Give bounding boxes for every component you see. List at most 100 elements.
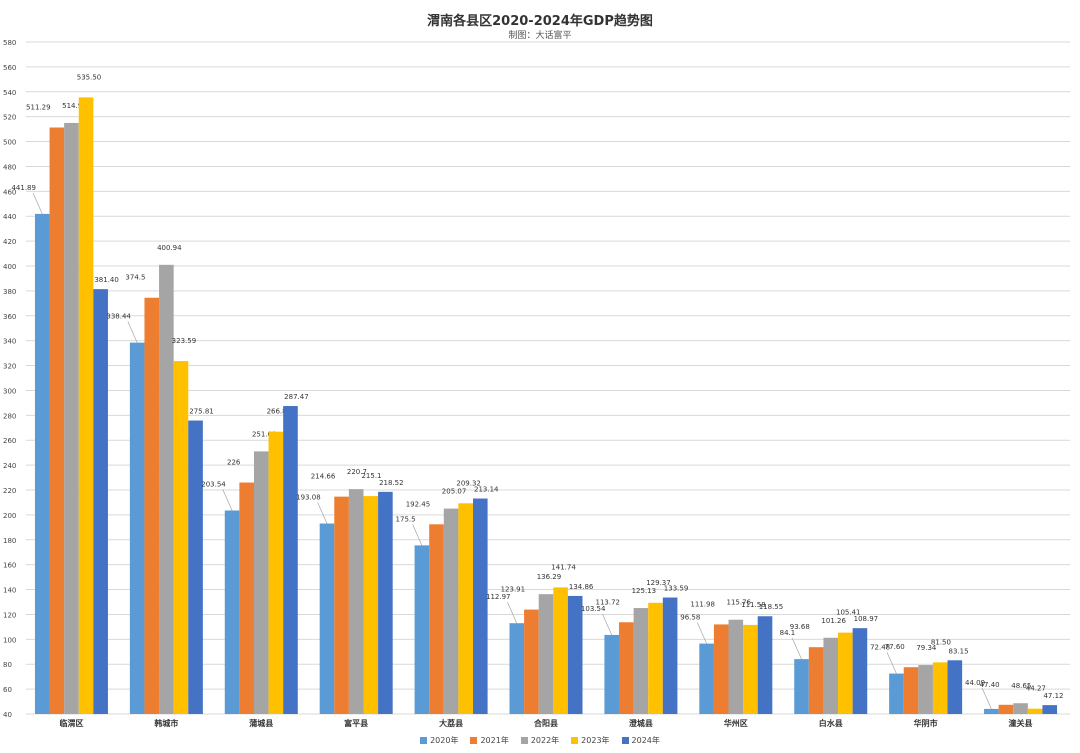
bar xyxy=(129,342,145,714)
bar xyxy=(1013,703,1028,714)
bar xyxy=(838,632,853,714)
bar xyxy=(429,524,444,714)
data-label: 77.60 xyxy=(885,643,905,651)
bar xyxy=(49,127,65,714)
y-tick-label: 340 xyxy=(3,338,16,346)
bar xyxy=(662,597,678,714)
bar xyxy=(472,498,488,714)
data-label: 103.54 xyxy=(581,605,606,613)
legend-swatch xyxy=(470,737,478,744)
data-label: 81.50 xyxy=(931,638,951,646)
y-tick-label: 580 xyxy=(3,39,16,47)
y-tick-label: 420 xyxy=(3,238,16,246)
data-label: 112.97 xyxy=(486,593,511,601)
bar xyxy=(903,667,919,714)
bar xyxy=(1042,705,1058,714)
bar xyxy=(984,708,999,714)
data-label: 214.66 xyxy=(311,473,336,481)
leader-line xyxy=(127,321,138,343)
y-tick-label: 520 xyxy=(3,114,16,122)
data-label: 213.14 xyxy=(474,486,499,494)
legend-swatch xyxy=(621,737,629,744)
data-label: 83.15 xyxy=(949,647,969,655)
y-tick-label: 180 xyxy=(3,537,16,545)
data-label: 209.32 xyxy=(456,479,481,487)
bar xyxy=(363,496,379,714)
data-label: 47.40 xyxy=(980,681,1000,689)
bar xyxy=(823,637,839,714)
data-label: 105.41 xyxy=(836,609,861,617)
x-tick-label: 华州区 xyxy=(724,718,748,728)
data-label: 400.94 xyxy=(157,244,182,252)
data-label: 381.40 xyxy=(94,276,119,284)
legend-label: 2020年 xyxy=(430,736,459,745)
data-label: 96.58 xyxy=(680,614,700,622)
x-tick-label: 白水县 xyxy=(819,718,843,728)
bar xyxy=(159,264,174,714)
bar xyxy=(699,643,714,714)
y-tick-label: 200 xyxy=(3,512,16,520)
x-tick-label: 韩城市 xyxy=(154,718,178,728)
data-label: 141.74 xyxy=(551,563,576,571)
x-tick-label: 潼关县 xyxy=(1009,718,1033,728)
data-label: 226 xyxy=(227,459,241,467)
x-tick-label: 蒲城县 xyxy=(249,718,273,728)
data-label: 47.12 xyxy=(1043,692,1063,700)
bar xyxy=(224,510,240,714)
x-tick-label: 富平县 xyxy=(344,718,368,728)
y-tick-label: 380 xyxy=(3,288,16,296)
y-tick-label: 320 xyxy=(3,363,16,371)
leader-line xyxy=(317,502,328,524)
bar xyxy=(889,673,904,714)
bar xyxy=(268,431,284,714)
y-tick-label: 240 xyxy=(3,462,16,470)
y-tick-label: 40 xyxy=(3,711,12,719)
leader-line xyxy=(981,687,992,710)
data-label: 136.29 xyxy=(537,573,562,581)
legend-swatch xyxy=(520,737,528,744)
data-label: 535.50 xyxy=(77,73,102,81)
y-tick-label: 440 xyxy=(3,213,16,221)
data-label: 192.45 xyxy=(406,500,431,508)
y-tick-label: 280 xyxy=(3,412,16,420)
bar xyxy=(648,602,663,714)
data-label: 84.1 xyxy=(780,629,796,637)
x-tick-label: 华阴市 xyxy=(914,718,938,728)
leader-line xyxy=(507,602,518,624)
bar xyxy=(619,622,634,714)
data-label: 287.47 xyxy=(284,393,309,401)
bar xyxy=(918,665,933,714)
data-label: 266.88 xyxy=(267,408,292,416)
bar xyxy=(538,594,554,714)
bar xyxy=(998,704,1014,714)
data-label: 125.13 xyxy=(632,587,657,595)
data-label: 44.27 xyxy=(1026,685,1046,693)
data-label: 129.37 xyxy=(646,579,671,587)
x-tick-label: 临渭区 xyxy=(59,718,83,728)
bar xyxy=(794,659,809,714)
y-tick-label: 80 xyxy=(3,661,12,669)
data-label: 44.09 xyxy=(965,679,985,687)
data-label: 218.52 xyxy=(379,479,404,487)
bar xyxy=(1027,708,1043,714)
data-label: 441.89 xyxy=(11,184,36,192)
legend-swatch xyxy=(571,737,579,744)
legend-item: 2024年 xyxy=(621,735,660,746)
bar xyxy=(348,489,364,714)
data-label: 205.07 xyxy=(442,488,467,496)
bar xyxy=(567,595,583,714)
chart-legend: 2020年 2021年 2022年 2023年 2024年 xyxy=(0,735,1080,746)
x-tick-label: 合阳县 xyxy=(533,718,558,728)
data-label: 113.72 xyxy=(596,598,621,606)
bar xyxy=(188,420,203,714)
bar xyxy=(808,647,824,714)
chart-subtitle: 制图：大话富平 xyxy=(508,31,572,41)
data-label: 175.5 xyxy=(396,515,416,523)
bar xyxy=(173,361,189,714)
bar xyxy=(144,297,160,714)
leader-line xyxy=(791,637,802,660)
leader-line xyxy=(602,613,612,636)
leader-line xyxy=(32,192,43,214)
y-tick-label: 540 xyxy=(3,89,16,97)
data-label: 101.26 xyxy=(821,617,846,625)
